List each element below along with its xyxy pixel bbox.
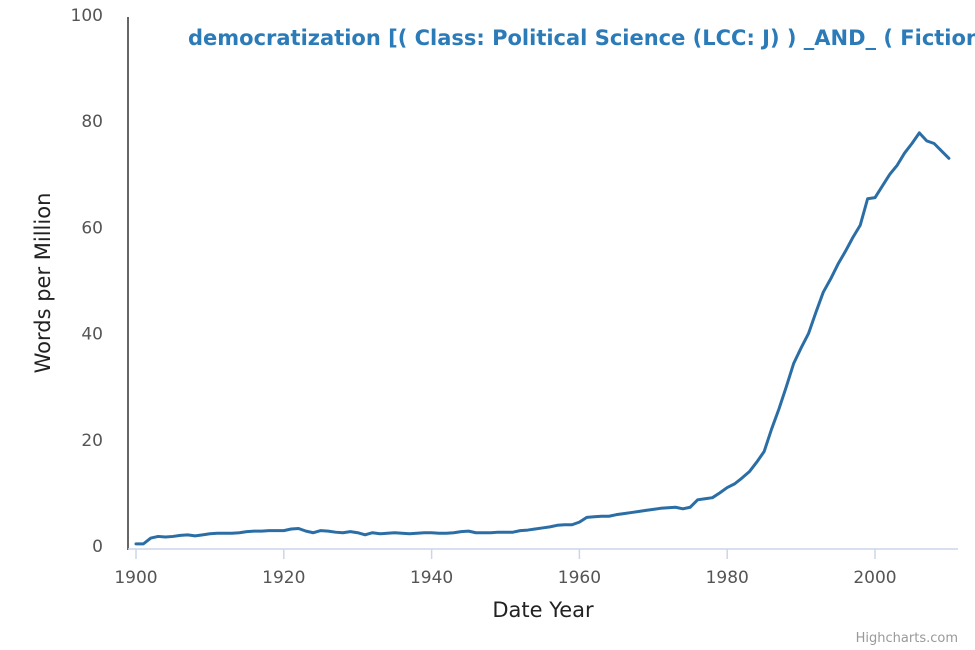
- x-tick-label: 1980: [706, 568, 749, 588]
- y-tick-label: 0: [92, 537, 103, 557]
- x-tick-label: 2000: [853, 568, 896, 588]
- chart-title: democratization [( Class: Political Scie…: [188, 26, 975, 50]
- x-axis-ticks: 1900 1920 1940 1960 1980 2000: [114, 549, 897, 588]
- x-tick-label: 1920: [262, 568, 305, 588]
- y-tick-label: 100: [71, 6, 103, 26]
- y-tick-label: 60: [81, 218, 103, 238]
- highcharts-credit[interactable]: Highcharts.com: [856, 631, 958, 646]
- y-axis-title: Words per Million: [31, 193, 55, 374]
- y-tick-label: 20: [81, 431, 103, 451]
- y-tick-label: 40: [81, 325, 103, 345]
- x-tick-label: 1900: [114, 568, 157, 588]
- x-axis-title: Date Year: [492, 598, 594, 622]
- y-axis-ticks: 0 20 40 60 80 100: [71, 6, 103, 557]
- y-tick-label: 80: [81, 112, 103, 132]
- x-tick-label: 1960: [558, 568, 601, 588]
- x-tick-label: 1940: [410, 568, 453, 588]
- series-line-democratization[interactable]: [134, 131, 951, 546]
